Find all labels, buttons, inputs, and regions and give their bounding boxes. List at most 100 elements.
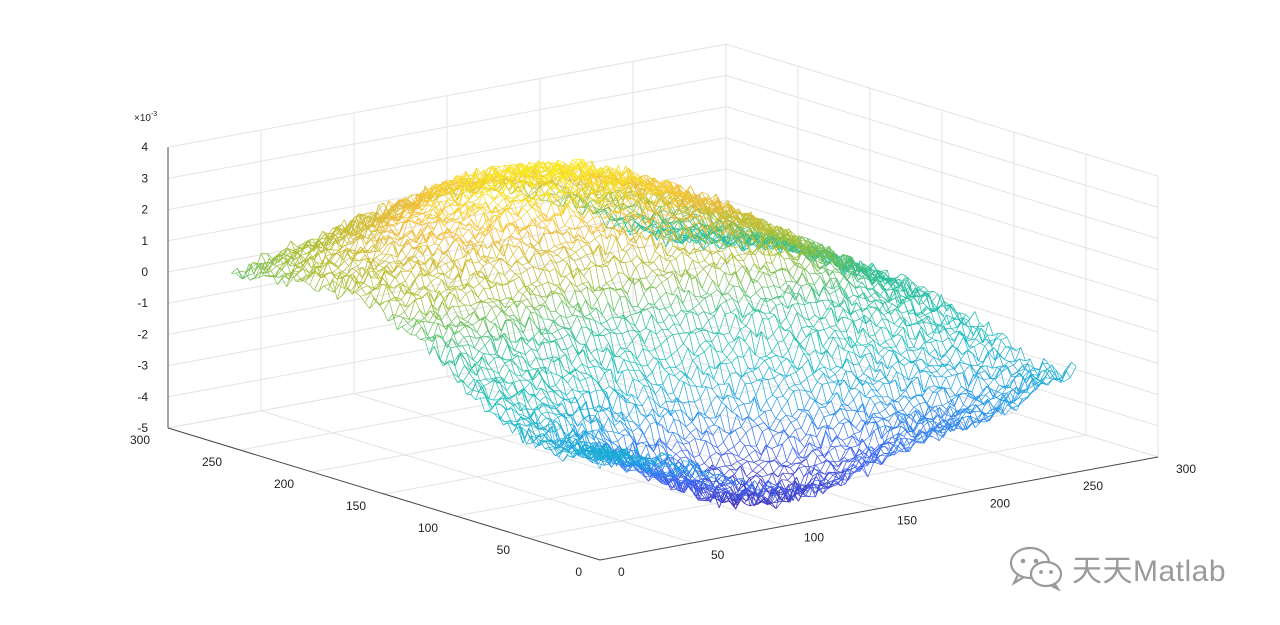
mesh-line: [559, 185, 565, 188]
mesh-line: [270, 265, 278, 272]
mesh-line: [346, 259, 354, 275]
mesh-line: [623, 203, 629, 208]
mesh-line: [308, 240, 315, 244]
mesh-line: [338, 219, 345, 230]
mesh-line: [277, 278, 283, 285]
mesh-line: [666, 229, 672, 236]
mesh-line: [418, 202, 424, 209]
mesh-line: [618, 222, 625, 225]
mesh-line: [663, 222, 670, 232]
mesh-line: [378, 264, 384, 269]
mesh-line: [480, 219, 487, 230]
mesh-line: [280, 247, 287, 252]
mesh-line: [374, 218, 380, 222]
mesh-line: [258, 264, 265, 271]
mesh-line: [549, 187, 557, 196]
mesh-line: [322, 230, 328, 234]
mesh-line: [241, 275, 249, 280]
mesh-line: [522, 207, 528, 212]
mesh-line: [348, 234, 355, 236]
mesh-line: [412, 213, 419, 216]
mesh-line: [606, 227, 613, 230]
mesh-line: [325, 254, 332, 257]
mesh-line: [397, 236, 403, 239]
mesh-line: [454, 190, 462, 203]
mesh-line: [682, 229, 688, 243]
mesh-line: [654, 231, 660, 236]
mesh-line: [410, 216, 417, 218]
mesh-line: [240, 270, 246, 273]
mesh-line: [295, 244, 302, 252]
mesh-line: [356, 214, 362, 222]
mesh-line: [584, 189, 591, 192]
y-axis-line: [167, 427, 601, 561]
mesh-line: [421, 225, 429, 235]
mesh-line: [401, 267, 407, 272]
mesh-line: [375, 257, 381, 262]
mesh-line: [236, 267, 243, 280]
mesh-line: [389, 262, 396, 264]
mesh-line: [558, 197, 565, 207]
mesh-line: [715, 241, 721, 249]
mesh-line: [713, 243, 721, 249]
mesh-line: [576, 195, 584, 203]
mesh-line: [516, 186, 522, 193]
side-wall-gridline: [725, 199, 1159, 333]
mesh-line: [404, 211, 410, 214]
mesh-line: [291, 251, 297, 253]
side-wall-gridline: [725, 74, 1159, 208]
back-wall-gridline: [167, 74, 727, 179]
mesh-line: [569, 193, 576, 197]
side-wall-gridline: [725, 137, 1159, 271]
mesh-line: [449, 200, 456, 206]
mesh-line: [510, 213, 516, 223]
back-wall-gridline: [167, 293, 727, 398]
mesh-line: [255, 263, 263, 277]
mesh-line: [367, 211, 374, 214]
mesh-line: [250, 267, 257, 277]
mesh-line: [472, 198, 479, 203]
mesh-line: [244, 267, 252, 273]
mesh-line: [438, 237, 446, 246]
mesh-line: [361, 288, 367, 296]
mesh-line: [382, 235, 390, 238]
mesh-line: [268, 258, 274, 260]
mesh-line: [305, 260, 313, 269]
mesh-line: [335, 224, 342, 229]
mesh-line: [619, 218, 627, 224]
mesh-line: [300, 253, 307, 256]
mesh-line: [493, 199, 499, 206]
mesh-line: [498, 165, 506, 168]
mesh-line: [429, 221, 436, 224]
mesh-line: [659, 230, 664, 232]
mesh-line: [283, 275, 290, 281]
mesh-line: [364, 302, 370, 309]
mesh-line: [612, 211, 620, 221]
mesh-line: [352, 214, 359, 221]
mesh-line: [265, 261, 271, 264]
mesh-line: [330, 272, 338, 280]
mesh-line: [343, 261, 349, 267]
mesh-line: [342, 265, 349, 273]
mesh-line: [628, 230, 634, 233]
mesh-line: [301, 243, 307, 246]
mesh-line: [697, 240, 704, 251]
mesh-line: [633, 224, 639, 231]
mesh-line: [332, 226, 338, 229]
mesh-line: [536, 185, 543, 187]
mesh-line: [493, 165, 500, 168]
mesh-line: [301, 246, 309, 251]
mesh-line: [618, 216, 625, 221]
mesh-line: [477, 188, 483, 193]
mesh-line: [682, 236, 688, 245]
mesh-line: [375, 253, 382, 258]
side-wall-gridline: [725, 168, 1159, 302]
mesh-line: [623, 222, 630, 232]
mesh-line: [365, 216, 372, 220]
mesh-line: [253, 264, 259, 274]
mesh-line: [473, 192, 479, 200]
mesh-line: [550, 179, 557, 187]
mesh-line: [244, 272, 251, 281]
mesh-line: [399, 197, 407, 206]
floor-gridline: [239, 346, 799, 451]
